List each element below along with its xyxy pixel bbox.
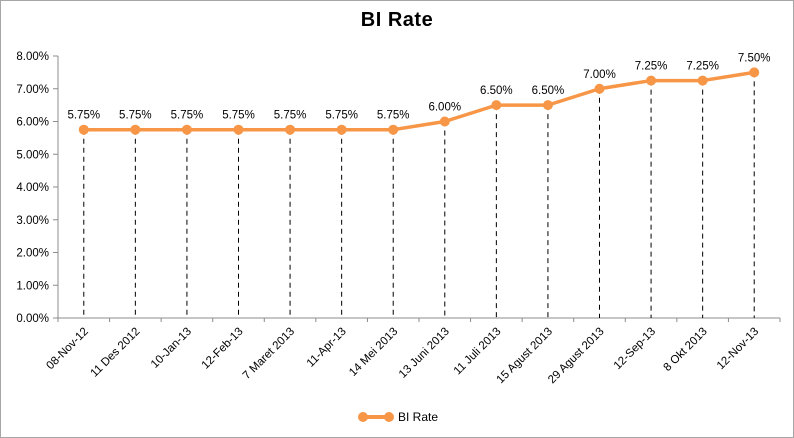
y-axis-tick-label: 1.00%: [16, 280, 49, 292]
x-axis-category-label: 12-Nov-13: [715, 326, 761, 372]
data-label: 7.00%: [583, 69, 616, 81]
data-label: 5.75%: [377, 110, 410, 122]
data-point-marker: [130, 124, 141, 135]
data-label: 7.25%: [635, 61, 668, 73]
data-label: 7.25%: [686, 61, 719, 73]
data-label: 5.75%: [67, 110, 100, 122]
data-point-marker: [646, 75, 657, 86]
data-point-marker: [233, 124, 244, 135]
y-axis-tick-label: 5.00%: [16, 149, 49, 161]
x-axis-category-label: 12-Sep-13: [612, 326, 658, 372]
x-axis-category-label: 11 Juli 2013: [452, 326, 504, 378]
y-axis-tick-label: 2.00%: [16, 248, 49, 260]
x-axis-category-label: 29 Agust 2013: [546, 326, 606, 386]
chart-title: BI Rate: [360, 9, 434, 31]
data-point-marker: [336, 124, 347, 135]
x-axis-category-label: 7 Maret 2013: [241, 326, 297, 382]
data-point-marker: [78, 124, 89, 135]
data-point-marker: [388, 124, 399, 135]
data-label: 5.75%: [274, 110, 307, 122]
x-axis-category-label: 10-Jan-13: [149, 326, 194, 371]
data-point-marker: [542, 100, 553, 111]
y-axis-tick-label: 8.00%: [16, 51, 49, 63]
y-axis-tick-label: 0.00%: [16, 313, 49, 325]
data-point-marker: [439, 116, 450, 127]
x-axis-category-label: 8 Okt 2013: [661, 326, 709, 374]
data-point-marker: [491, 100, 502, 111]
x-axis-category-label: 11 Des 2012: [88, 326, 142, 380]
data-label: 7.50%: [738, 52, 771, 64]
legend-label: BI Rate: [397, 410, 439, 424]
series-line: [82, 70, 756, 132]
x-axis-category-label: 11-Apr-13: [305, 326, 349, 370]
legend: BI Rate: [1, 407, 793, 427]
line-marker-legend-icon: [357, 412, 394, 422]
data-label: 6.50%: [480, 85, 513, 97]
y-axis-tick-label: 3.00%: [16, 215, 49, 227]
data-point-marker: [285, 124, 296, 135]
y-axis-tick-label: 6.00%: [16, 117, 49, 129]
data-point-marker: [181, 124, 192, 135]
data-label: 5.75%: [325, 110, 358, 122]
x-axis-category-label: 12-Feb-13: [200, 326, 246, 372]
legend-marker-left: [357, 412, 368, 422]
legend-marker-right: [383, 412, 394, 422]
data-point-marker: [594, 83, 605, 94]
data-point-marker: [749, 67, 760, 78]
x-axis-category-label: 13 Juni 2013: [397, 326, 452, 381]
y-axis-tick-label: 7.00%: [16, 84, 49, 96]
y-axis-tick-label: 4.00%: [16, 182, 49, 194]
data-label: 6.00%: [428, 102, 461, 114]
data-label: 5.75%: [222, 110, 255, 122]
x-axis-category-label: 08-Nov-12: [44, 326, 90, 372]
data-label: 6.50%: [532, 85, 565, 97]
data-point-marker: [697, 75, 708, 86]
data-label: 5.75%: [119, 110, 152, 122]
x-axis-category-label: 14 Mei 2013: [347, 326, 400, 379]
data-label: 5.75%: [171, 110, 204, 122]
